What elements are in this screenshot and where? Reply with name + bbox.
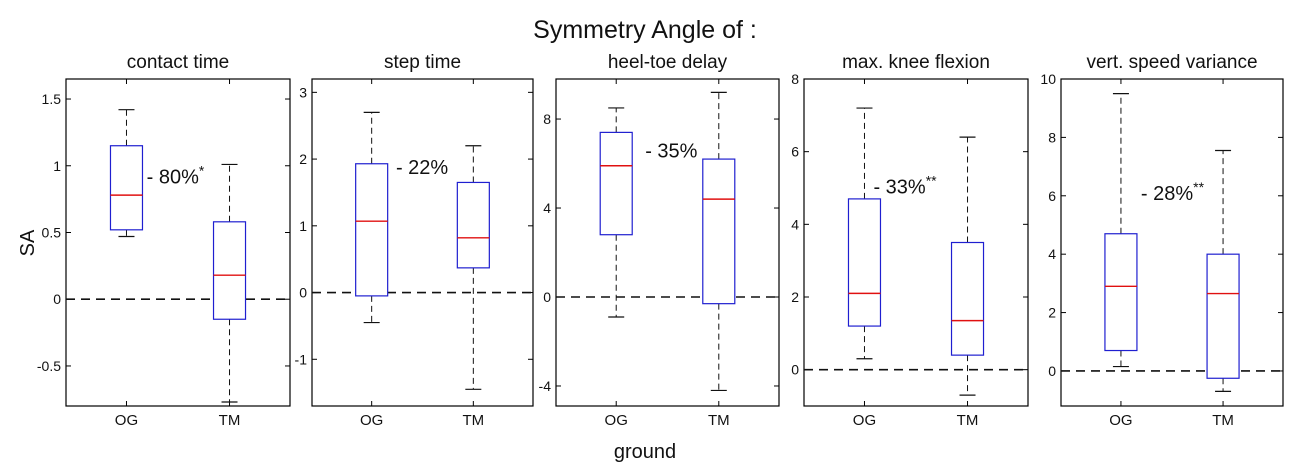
y-axis-label: SA <box>17 229 39 256</box>
x-tick-label-tm: TM <box>219 412 241 429</box>
iqr-box <box>109 145 144 231</box>
box-og <box>109 109 144 238</box>
y-tick-label: 6 <box>791 144 799 160</box>
annotation-value: - 35% <box>645 140 697 162</box>
y-tick-label: 0 <box>299 285 307 301</box>
y-tick-label: 8 <box>791 71 799 87</box>
y-tick-label: -4 <box>539 378 552 394</box>
iqr-box <box>1206 253 1240 379</box>
x-tick-label-tm: TM <box>957 412 979 429</box>
iqr-box <box>599 131 633 236</box>
iqr-box <box>456 181 490 269</box>
y-tick-label: 2 <box>791 289 799 305</box>
change-annotation: - 33%** <box>873 172 937 198</box>
box-tm <box>212 163 247 403</box>
panel-5: vert. speed variance 0 2 4 6 8 10 OG TM - 28%** <box>1040 52 1284 429</box>
box-og <box>847 107 882 360</box>
x-tick-label-og: OG <box>115 412 138 429</box>
x-tick-label-og: OG <box>853 412 876 429</box>
iqr-box <box>1104 233 1138 352</box>
x-tick-label-og: OG <box>605 412 628 429</box>
y-tick-label: 0 <box>791 362 799 378</box>
y-tick-label: 4 <box>543 200 551 216</box>
axes-frame <box>1060 78 1284 407</box>
x-tick-label-tm: TM <box>462 412 484 429</box>
box-og <box>599 107 633 318</box>
x-tick-label-tm: TM <box>708 412 730 429</box>
axes-frame <box>65 78 291 407</box>
y-tick-label: 1 <box>53 158 61 174</box>
change-annotation: - 22% <box>396 157 448 179</box>
panel-title: heel-toe delay <box>608 52 728 73</box>
box-tm <box>456 145 490 390</box>
y-tick-label: 0.5 <box>42 224 62 240</box>
annotation-value: - 28% <box>1141 183 1193 205</box>
y-tick-label: -1 <box>295 351 308 367</box>
axes-frame <box>311 78 534 407</box>
x-tick-label-og: OG <box>360 412 383 429</box>
box-tm <box>1206 149 1240 393</box>
y-tick-label: 0 <box>543 289 551 305</box>
y-tick-label: 3 <box>299 84 307 100</box>
iqr-box <box>212 221 247 320</box>
x-tick-label-tm: TM <box>1212 412 1234 429</box>
change-annotation: - 28%** <box>1141 179 1205 205</box>
x-tick-label-og: OG <box>1109 412 1132 429</box>
axes-frame <box>555 78 780 407</box>
y-tick-label: 0 <box>53 291 61 307</box>
y-tick-label: 1.5 <box>42 91 62 107</box>
annotation-significance: ** <box>926 172 937 188</box>
panel-1: contact time -0.5 0 0.5 1 1.5 OG TM - 80%* <box>37 52 291 429</box>
y-tick-label: 4 <box>791 216 799 232</box>
y-tick-label: 6 <box>1048 188 1056 204</box>
change-annotation: - 80%* <box>147 163 205 189</box>
box-og <box>355 111 389 324</box>
change-annotation: - 35% <box>645 140 697 162</box>
box-og <box>1104 92 1138 368</box>
iqr-box <box>950 241 985 356</box>
panel-2: step time -1 0 1 2 3 OG TM - 22% <box>295 52 534 429</box>
panel-title: max. knee flexion <box>842 52 990 73</box>
panel-title: vert. speed variance <box>1086 52 1257 73</box>
figure-title: Symmetry Angle of : <box>533 16 757 44</box>
panel-title: step time <box>384 52 461 73</box>
annotation-significance: * <box>199 163 205 179</box>
box-tm <box>702 91 736 392</box>
y-tick-label: 8 <box>543 111 551 127</box>
panel-4: max. knee flexion 0 2 4 6 8 OG TM - 33%** <box>791 52 1029 429</box>
annotation-significance: ** <box>1193 179 1204 195</box>
box-tm <box>950 136 985 396</box>
annotation-value: - 33% <box>873 176 925 198</box>
y-tick-label: -0.5 <box>37 358 61 374</box>
iqr-box <box>355 163 389 297</box>
axes-frame <box>803 78 1029 407</box>
x-axis-label: ground <box>614 441 676 463</box>
y-tick-label: 8 <box>1048 129 1056 145</box>
panel-3: heel-toe delay -4 0 4 8 OG TM - 35% <box>539 52 780 429</box>
y-tick-label: 1 <box>299 218 307 234</box>
iqr-box <box>847 198 882 327</box>
y-tick-label: 10 <box>1040 71 1056 87</box>
annotation-value: - 22% <box>396 157 448 179</box>
annotation-value: - 80% <box>147 167 199 189</box>
y-tick-label: 0 <box>1048 363 1056 379</box>
panel-title: contact time <box>127 52 229 73</box>
y-tick-label: 4 <box>1048 246 1056 262</box>
iqr-box <box>702 158 736 305</box>
y-tick-label: 2 <box>299 151 307 167</box>
y-tick-label: 2 <box>1048 305 1056 321</box>
